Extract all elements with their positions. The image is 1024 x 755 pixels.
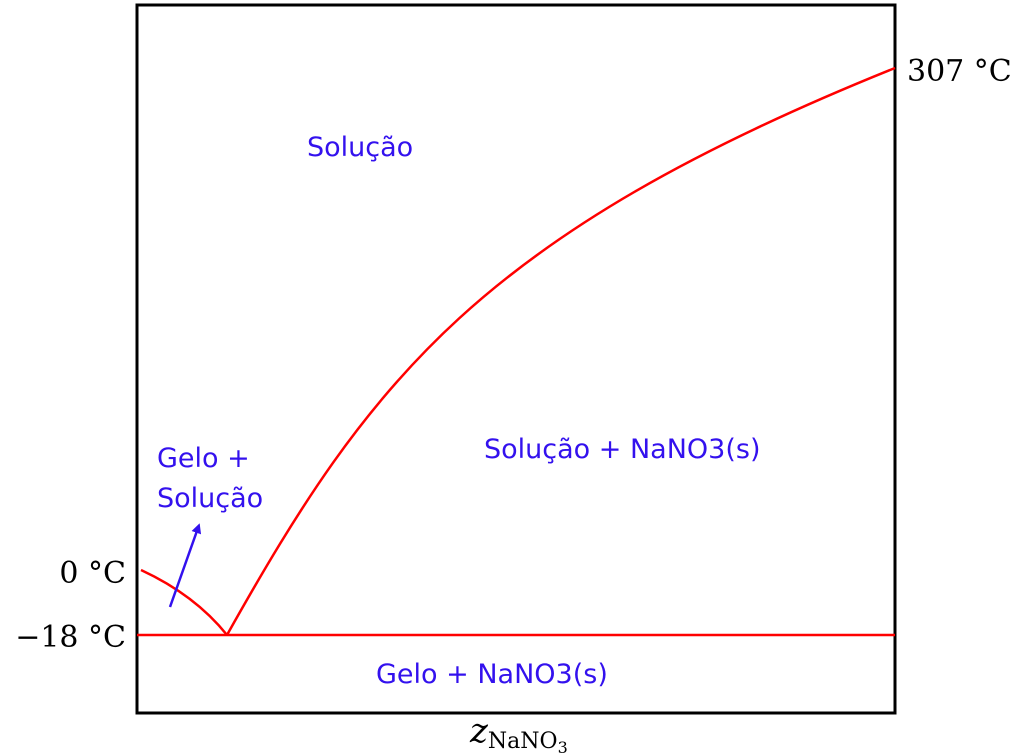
region-label-ice-salt: Gelo + NaNO3(s) <box>376 659 608 690</box>
x-axis-title: zNaNO3 <box>469 711 568 755</box>
x-axis-title-subscript: NaNO <box>488 729 558 754</box>
region-label-solution-salt: Solução + NaNO3(s) <box>484 434 760 465</box>
region-label-ice-solution-1: Gelo + <box>157 443 250 474</box>
temp-label-eutectic: −18 °C <box>15 620 126 655</box>
region-arrow <box>168 523 202 608</box>
salt-solubility-curve <box>225 66 896 636</box>
ice-liquidus-curve <box>140 568 228 636</box>
x-axis-title-subsubscript: 3 <box>558 738 568 755</box>
plot-frame <box>135 3 897 715</box>
region-label-ice-solution-2: Solução <box>157 483 263 514</box>
region-label-solution: Solução <box>307 132 413 163</box>
temp-label-307: 307 °C <box>907 54 1012 89</box>
temp-label-0: 0 °C <box>59 556 126 591</box>
x-axis-title-base: z <box>469 711 489 751</box>
